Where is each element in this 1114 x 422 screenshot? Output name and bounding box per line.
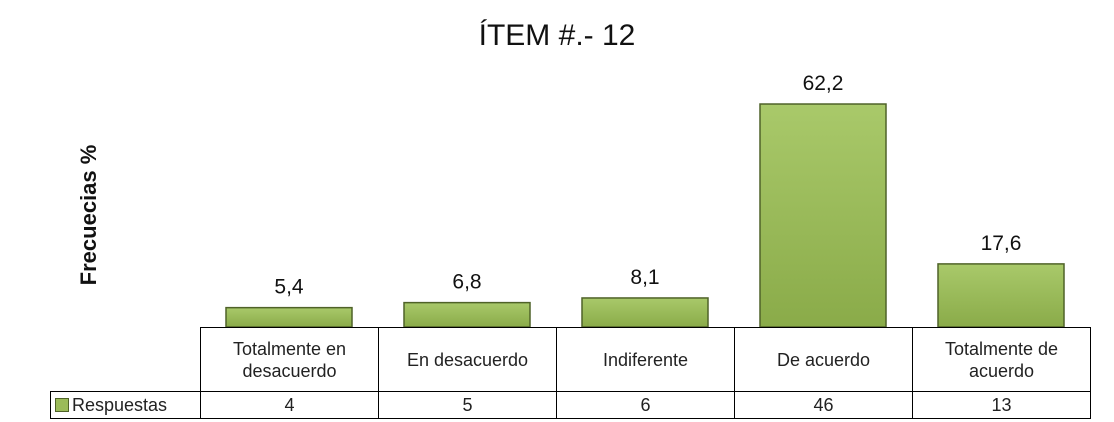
table-value: 6 — [556, 391, 735, 419]
data-label: 6,8 — [452, 271, 481, 294]
category-label: Totalmente en desacuerdo — [200, 327, 379, 392]
bar — [759, 103, 887, 328]
table-value: 13 — [912, 391, 1091, 419]
category-label: En desacuerdo — [378, 327, 557, 392]
table-value: 4 — [200, 391, 379, 419]
y-axis-label: Frecuecias % — [76, 145, 101, 286]
bar — [937, 263, 1065, 328]
table-value: 5 — [378, 391, 557, 419]
bar — [581, 297, 709, 328]
data-label: 62,2 — [803, 72, 844, 95]
data-label: 5,4 — [274, 276, 304, 299]
data-table: Totalmente en desacuerdo En desacuerdo Ind… — [50, 327, 1091, 419]
bar — [403, 301, 531, 328]
category-label: Totalmente de acuerdo — [912, 327, 1091, 392]
legend-label: Respuestas — [72, 395, 168, 415]
category-label: De acuerdo — [734, 327, 913, 392]
data-label: 17,6 — [981, 232, 1022, 255]
legend-cell: Respuestas — [50, 391, 201, 419]
legend-swatch — [55, 398, 69, 412]
table-value: 46 — [734, 391, 913, 419]
chart-title: ÍTEM #.- 12 — [479, 19, 636, 52]
data-label: 8,1 — [630, 266, 659, 289]
category-label: Indiferente — [556, 327, 735, 392]
bar — [225, 306, 353, 328]
